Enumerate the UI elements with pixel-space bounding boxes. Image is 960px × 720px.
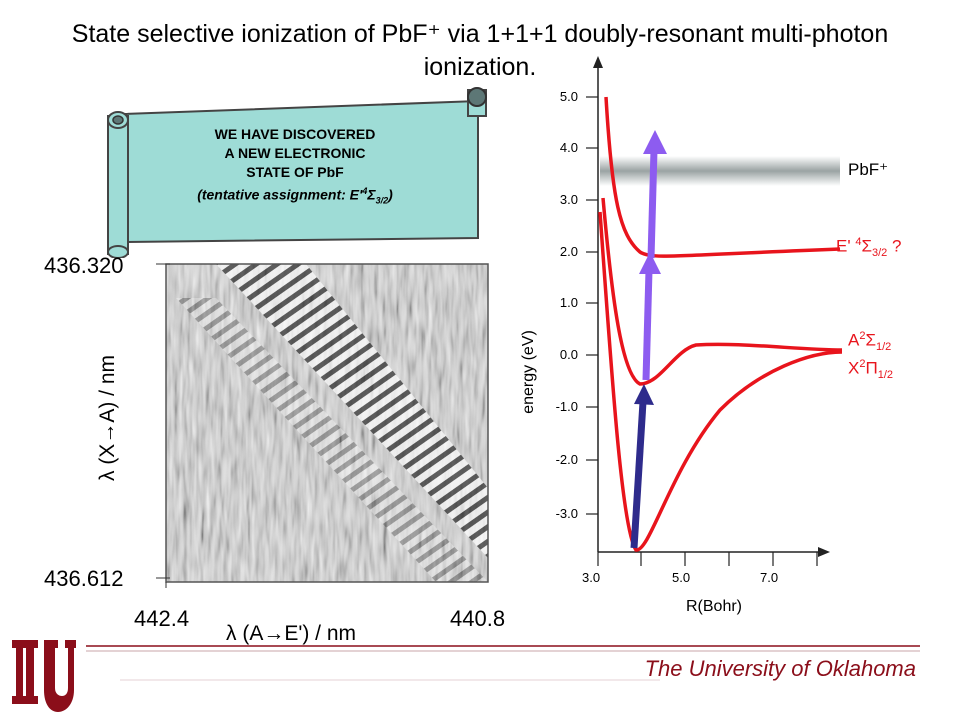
energy-x-axis-label: R(Bohr) (686, 598, 743, 615)
y-tick-label: 4.0 (559, 140, 578, 155)
y-tick-label: 5.0 (559, 89, 578, 104)
ionization-band (600, 156, 840, 186)
scroll-banner (107, 87, 487, 258)
title-line-2: ionization. (423, 53, 537, 81)
e-state-curve (604, 96, 841, 258)
slide-title: State selective ionization of PbF⁺ via 1… (0, 18, 960, 84)
x-tick-label: 3.0 (582, 570, 601, 585)
vis-excitation-arrow-1 (639, 252, 661, 381)
x-tick-label: 5.0 (672, 570, 691, 585)
energy-y-axis-label: energy (eV) (520, 330, 537, 414)
y-tick-label: 2.0 (559, 244, 578, 259)
uv-excitation-arrow (630, 384, 654, 549)
scroll-text: WE HAVE DISCOVERED A NEW ELECTRONIC STAT… (130, 125, 460, 210)
spectrum-image (156, 263, 489, 588)
pbf-ion-label: PbF⁺ (848, 160, 889, 179)
y-axis-arrow (593, 56, 603, 68)
spectrum-x-axis-label: λ (A→E') / nm (226, 622, 357, 645)
y-tick-label: 0.0 (559, 347, 578, 362)
university-name: The University of Oklahoma (644, 656, 916, 681)
y-tick-label: -1.0 (555, 399, 578, 414)
e-state-label: E' 4Σ3/2 ? (836, 236, 902, 260)
a-state-label: A2Σ1/2 (848, 330, 892, 354)
ou-logo (8, 632, 78, 712)
a-state-curve (601, 197, 843, 386)
y-tick-label: -3.0 (555, 506, 578, 521)
scroll-line-1: WE HAVE DISCOVERED (214, 126, 376, 142)
title-line-1: State selective ionization of PbF⁺ via 1… (71, 20, 889, 48)
y-tick-label: 3.0 (559, 192, 578, 207)
x-state-label: X2Π1/2 (848, 358, 894, 382)
spectrum-x-right-label: 440.8 (450, 606, 506, 631)
scroll-line-4: (tentative assignment: E'4Σ3/2) (197, 186, 393, 206)
vis-excitation-arrow-2 (643, 130, 667, 259)
x-state-curve (598, 211, 843, 552)
x-axis-arrow (818, 547, 830, 557)
scroll-line-2: A NEW ELECTRONIC (224, 145, 366, 161)
y-tick-label: -2.0 (555, 452, 578, 467)
x-tick-label: 7.0 (760, 570, 779, 585)
spectrum-x-left-label: 442.4 (134, 606, 190, 631)
footer-decoration (86, 645, 920, 681)
y-tick-label: 1.0 (559, 295, 578, 310)
spectrum-y-top-label: 436.320 (44, 253, 124, 278)
spectrum-y-bottom-label: 436.612 (44, 566, 124, 591)
scroll-line-3: STATE OF PbF (246, 164, 344, 180)
